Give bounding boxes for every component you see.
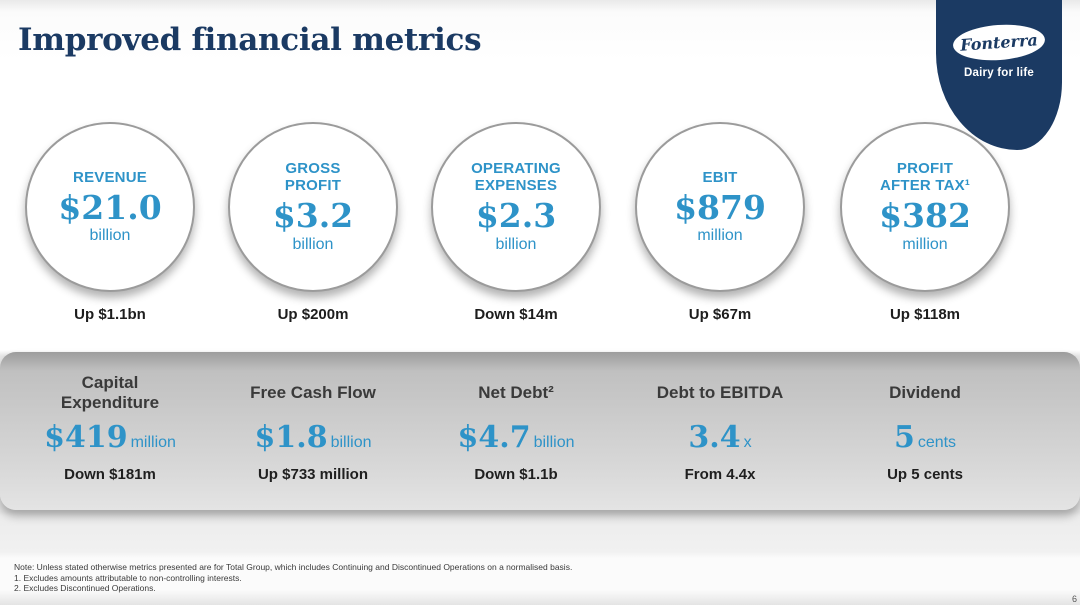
metric-unit: billion — [292, 236, 334, 254]
metric-change: Down $1.1b — [474, 466, 558, 483]
page-title: Improved financial metrics — [18, 22, 482, 58]
footnote-2: 2. Excludes Discontinued Operations. — [14, 583, 156, 593]
band-metric-capital-expenditure: Capital Expenditure $419 million Down $18… — [15, 352, 205, 510]
metric-circle: REVENUE $21.0 billion — [25, 122, 195, 292]
metric-value-row: $4.7 billion — [421, 423, 611, 453]
secondary-metrics-band: Capital Expenditure $419 million Down $18… — [0, 352, 1080, 510]
fonterra-logo-oval: Fonterra — [951, 21, 1047, 64]
metric-label: EBIT — [702, 168, 738, 186]
circle-metric-gross-profit: GROSS PROFIT $3.2 billion Up $200m — [228, 122, 398, 323]
metric-value-row: $1.8 billion — [218, 423, 408, 453]
footnote-note: Note: Unless stated otherwise metrics pr… — [14, 562, 573, 572]
metric-unit: billion — [495, 236, 537, 254]
metric-unit: million — [902, 236, 948, 254]
metric-value: $419 — [44, 420, 128, 455]
metric-label: Net Debt² — [478, 382, 554, 402]
metric-unit: x — [743, 434, 752, 451]
metric-unit: billion — [89, 227, 131, 245]
fonterra-brand-text: Fonterra — [959, 30, 1039, 55]
metric-label: Capital Expenditure — [60, 372, 160, 412]
metric-label: OPERATING EXPENSES — [471, 159, 561, 195]
circle-metric-revenue: REVENUE $21.0 billion Up $1.1bn — [25, 122, 195, 323]
metric-label: REVENUE — [73, 168, 147, 186]
metric-value: 3.4 — [688, 420, 741, 455]
band-metric-debt-to-ebitda: Debt to EBITDA 3.4 x From 4.4x — [625, 352, 815, 510]
circle-metric-profit-after-tax: PROFIT AFTER TAX¹ $382 million Up $118m — [840, 122, 1010, 323]
metric-change: Down $181m — [64, 466, 156, 483]
metric-unit: million — [130, 434, 176, 451]
metric-value-row: 3.4 x — [625, 423, 815, 453]
metric-value-row: $419 million — [15, 423, 205, 453]
metric-unit: billion — [533, 434, 575, 451]
metric-value: $21.0 — [58, 187, 162, 227]
metric-value: $879 — [674, 187, 766, 227]
metric-value: 5 — [893, 420, 915, 455]
footnotes: Note: Unless stated otherwise metrics pr… — [14, 562, 572, 594]
band-metric-net-debt: Net Debt² $4.7 billion Down $1.1b — [421, 352, 611, 510]
footnote-1: 1. Excludes amounts attributable to non-… — [14, 572, 242, 583]
page-number: 6 — [1071, 594, 1077, 604]
metric-change: Down $14m — [474, 306, 558, 323]
circle-metric-ebit: EBIT $879 million Up $67m — [635, 122, 805, 323]
metric-circle: OPERATING EXPENSES $2.3 billion — [431, 122, 601, 292]
metric-label: PROFIT AFTER TAX¹ — [879, 159, 971, 195]
band-metric-dividend: Dividend 5 cents Up 5 cents — [830, 352, 1020, 510]
metric-circle: EBIT $879 million — [635, 122, 805, 292]
metric-label: Free Cash Flow — [250, 382, 376, 402]
metric-circle: GROSS PROFIT $3.2 billion — [228, 122, 398, 292]
fonterra-tagline: Dairy for life — [964, 67, 1034, 79]
metric-unit: million — [697, 227, 743, 245]
band-metric-free-cash-flow: Free Cash Flow $1.8 billion Up $733 milli… — [218, 352, 408, 510]
metric-label: GROSS PROFIT — [284, 159, 342, 195]
metric-unit: cents — [917, 434, 957, 451]
metric-circle: PROFIT AFTER TAX¹ $382 million — [840, 122, 1010, 292]
circle-metric-operating-expenses: OPERATING EXPENSES $2.3 billion Down $14… — [431, 122, 601, 323]
metric-change: Up $67m — [688, 306, 752, 323]
metric-change: Up $118m — [889, 306, 961, 323]
metric-change: Up 5 cents — [887, 466, 963, 483]
metric-value-row: 5 cents — [830, 423, 1020, 453]
metric-change: Up $733 million — [257, 466, 369, 483]
metric-change: Up $200m — [277, 306, 349, 323]
metric-value: $382 — [879, 196, 971, 236]
metric-value: $2.3 — [475, 196, 557, 236]
metric-label: Debt to EBITDA — [656, 382, 784, 402]
metric-value: $3.2 — [272, 196, 354, 236]
metric-value: $4.7 — [457, 420, 531, 455]
metric-unit: billion — [330, 434, 372, 451]
metric-change: From 4.4x — [684, 466, 756, 483]
metric-label: Dividend — [889, 382, 961, 402]
metric-value: $1.8 — [254, 420, 328, 455]
metric-change: Up $1.1bn — [74, 306, 146, 323]
